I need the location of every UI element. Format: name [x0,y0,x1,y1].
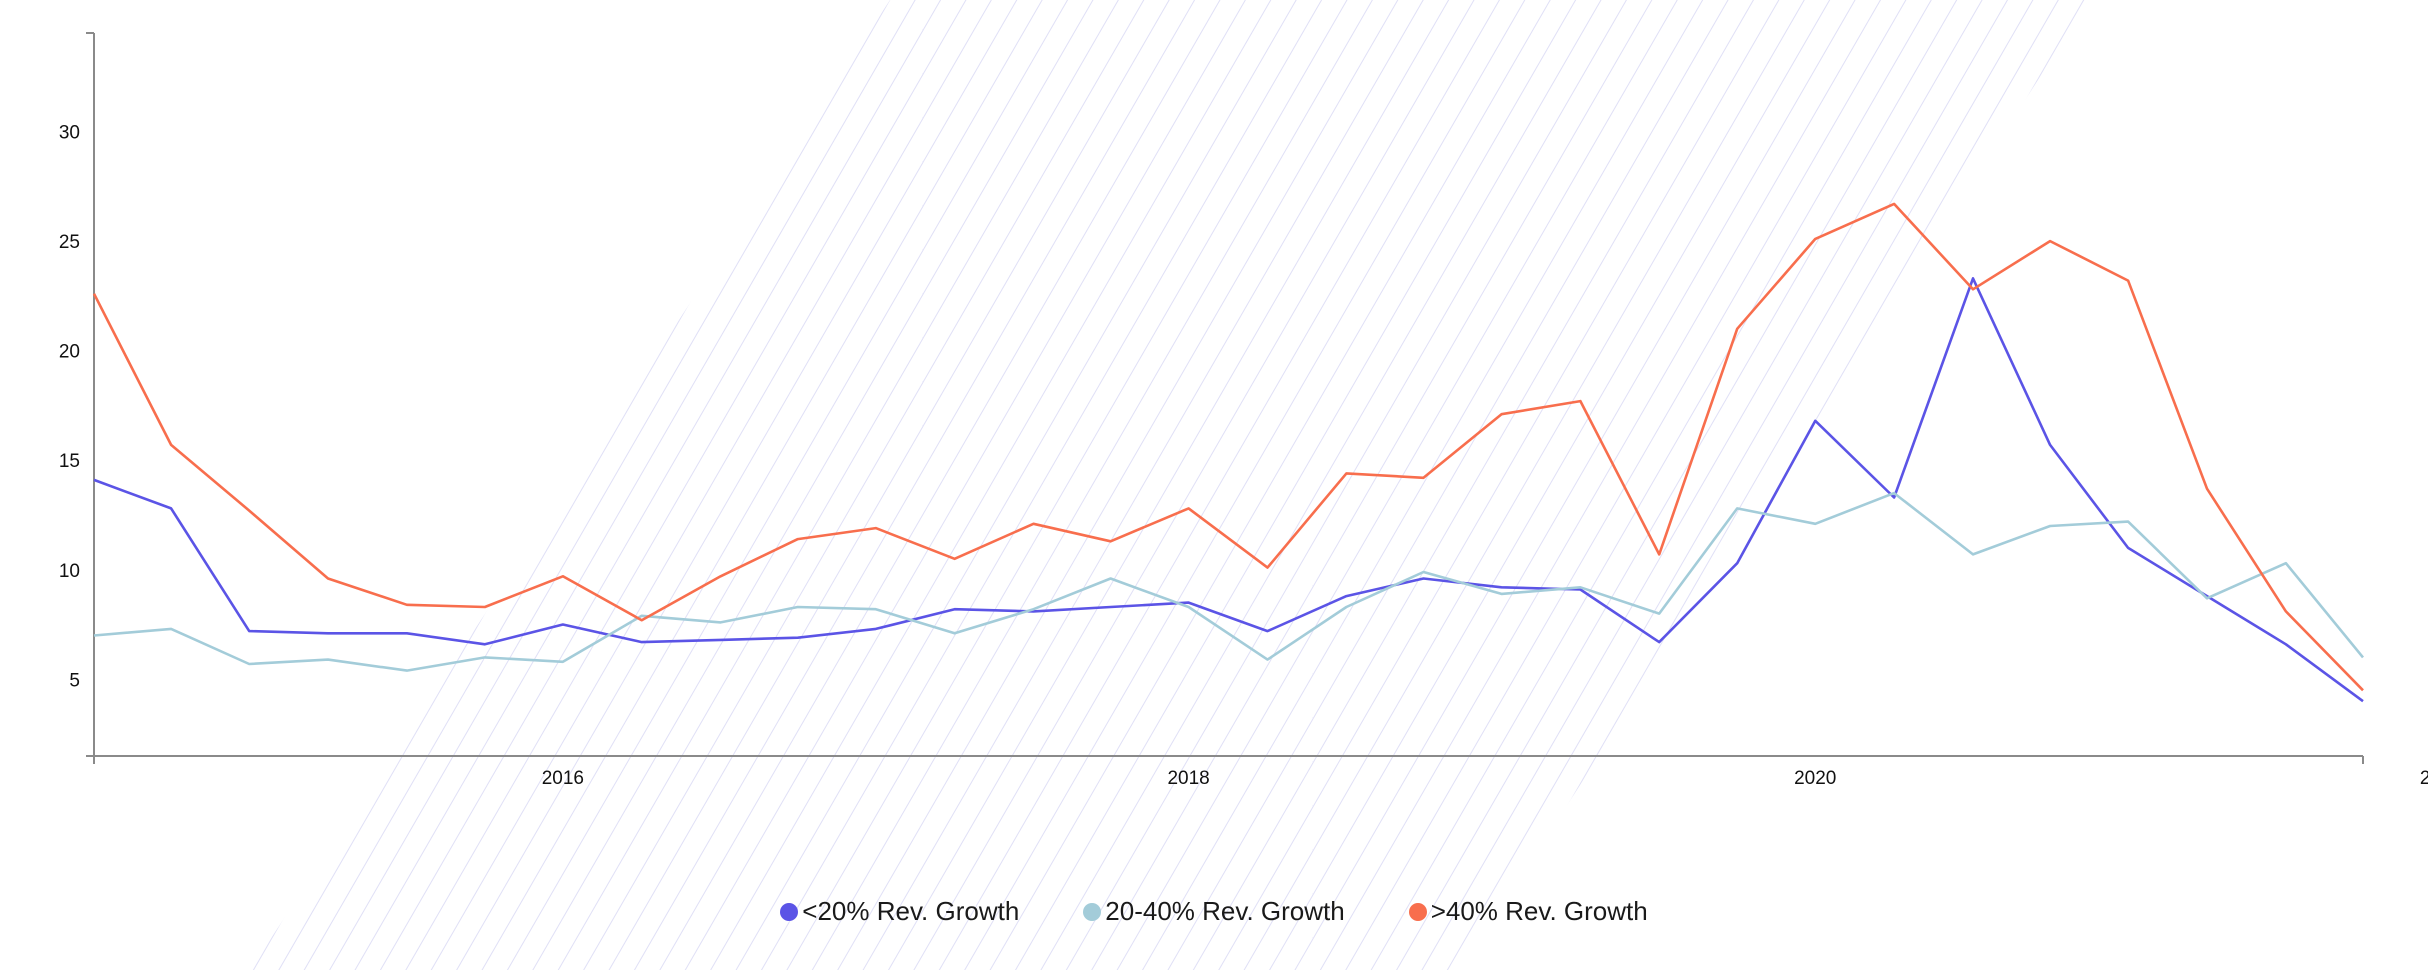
y-tick-label: 10 [59,561,80,582]
series-line-2 [93,491,2365,672]
series-layer [92,202,2365,703]
legend-item-2: 20-40% Rev. Growth [1083,896,1345,927]
legend-swatch [1083,902,1102,921]
series-line-3 [92,202,2364,692]
y-tick-label: 15 [59,451,80,472]
x-tick-label: 2022 [2420,768,2428,789]
background-hatch [250,0,2090,970]
x-tick-label: 2018 [1167,768,1209,789]
legend-item-3: >40% Rev. Growth [1408,896,1648,927]
series-line-1 [93,277,2364,703]
y-tick-label: 30 [59,123,80,144]
axes: 5 10 15 20 25 30 2016 2018 2020 2022 [59,32,2428,789]
x-tick-label: 2020 [1794,768,1836,789]
legend-swatch [780,902,799,921]
legend: <20% Rev. Growth 20-40% Rev. Growth >40% R… [0,896,2428,927]
y-tick-label: 25 [59,232,80,253]
y-tick-label: 5 [69,670,80,691]
y-tick-label: 20 [59,342,80,363]
legend-label: 20-40% Rev. Growth [1105,896,1345,926]
legend-item-1: <20% Rev. Growth [780,896,1019,927]
legend-swatch [1408,902,1427,921]
x-tick-label: 2016 [542,768,584,789]
legend-label: <20% Rev. Growth [802,896,1020,926]
legend-label: >40% Rev. Growth [1430,896,1648,926]
